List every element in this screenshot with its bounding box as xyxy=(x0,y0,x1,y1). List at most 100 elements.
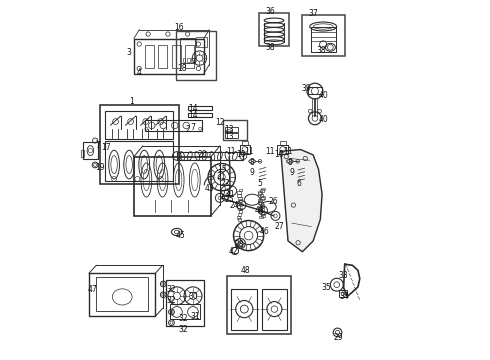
Bar xyxy=(239,189,242,192)
Bar xyxy=(260,194,263,197)
Text: 38: 38 xyxy=(316,46,326,55)
Bar xyxy=(100,105,179,184)
Text: 33: 33 xyxy=(339,270,348,279)
Bar xyxy=(237,191,241,194)
Bar xyxy=(237,202,241,205)
Bar xyxy=(258,199,262,202)
Bar xyxy=(280,140,286,145)
Text: 28: 28 xyxy=(235,240,245,249)
Bar xyxy=(231,289,257,330)
Bar xyxy=(158,45,167,68)
Bar xyxy=(258,201,261,203)
Bar xyxy=(227,276,291,334)
Bar xyxy=(238,219,242,221)
Bar xyxy=(187,58,190,62)
Text: 36: 36 xyxy=(265,7,275,16)
Bar xyxy=(302,15,345,56)
Text: 43: 43 xyxy=(204,184,214,193)
Bar xyxy=(261,196,265,199)
Text: 24: 24 xyxy=(229,201,239,210)
Bar xyxy=(261,204,265,207)
Bar xyxy=(258,193,261,195)
Text: 21: 21 xyxy=(217,172,226,181)
Bar xyxy=(225,134,238,138)
Bar xyxy=(262,289,287,330)
Text: 35: 35 xyxy=(322,283,332,292)
Bar xyxy=(311,27,337,51)
Text: 17: 17 xyxy=(101,143,111,152)
Bar xyxy=(134,39,204,74)
Text: 30: 30 xyxy=(188,292,198,301)
Text: 15: 15 xyxy=(217,165,226,174)
Text: 11: 11 xyxy=(226,147,235,156)
Bar xyxy=(261,206,264,208)
Bar xyxy=(258,209,261,212)
Bar xyxy=(223,120,247,140)
Text: 32: 32 xyxy=(178,325,188,334)
Text: 2: 2 xyxy=(185,125,190,134)
Text: 8: 8 xyxy=(250,158,254,167)
Bar xyxy=(170,304,200,319)
Bar xyxy=(259,13,289,45)
Bar xyxy=(89,273,155,316)
Text: 20: 20 xyxy=(197,150,207,159)
Text: 3: 3 xyxy=(126,48,131,57)
Text: 26: 26 xyxy=(269,197,278,206)
Bar xyxy=(259,207,263,210)
Bar xyxy=(186,45,195,68)
Bar xyxy=(81,149,84,157)
Bar xyxy=(237,194,241,197)
Bar xyxy=(259,211,262,213)
Bar xyxy=(180,39,195,63)
Bar xyxy=(196,37,207,47)
Bar xyxy=(96,277,148,311)
Text: 14: 14 xyxy=(188,104,198,113)
Bar xyxy=(239,210,243,213)
Text: 40: 40 xyxy=(319,114,329,123)
Bar xyxy=(308,87,322,94)
Bar xyxy=(261,214,265,217)
Text: 1: 1 xyxy=(130,96,134,105)
Text: 9: 9 xyxy=(289,168,294,177)
Bar xyxy=(259,202,263,205)
Text: 11: 11 xyxy=(283,147,293,156)
Text: 7: 7 xyxy=(191,123,196,132)
Text: 6: 6 xyxy=(296,179,301,188)
Bar xyxy=(261,188,265,190)
Text: 41: 41 xyxy=(226,190,236,199)
Text: 16: 16 xyxy=(174,23,183,32)
Text: 32: 32 xyxy=(167,285,176,294)
Bar xyxy=(188,113,212,117)
Text: 10: 10 xyxy=(237,150,246,159)
Bar xyxy=(177,152,243,159)
Text: 25: 25 xyxy=(224,195,234,204)
Bar xyxy=(145,121,202,131)
Bar xyxy=(183,58,186,62)
Bar xyxy=(238,208,242,210)
Bar xyxy=(225,127,238,132)
Text: 40: 40 xyxy=(319,91,329,100)
Bar xyxy=(237,205,241,208)
Text: 13: 13 xyxy=(224,132,234,141)
Bar xyxy=(188,106,212,110)
Bar xyxy=(105,141,173,181)
Text: 48: 48 xyxy=(240,266,250,275)
Polygon shape xyxy=(281,149,322,252)
Text: 38: 38 xyxy=(265,43,275,52)
Text: 32: 32 xyxy=(178,314,188,323)
Text: 22: 22 xyxy=(220,179,230,188)
Text: 8: 8 xyxy=(288,158,292,167)
Bar xyxy=(172,45,181,68)
Text: 32: 32 xyxy=(167,296,176,305)
Bar xyxy=(242,140,248,145)
Text: 44: 44 xyxy=(254,206,264,215)
Text: 13: 13 xyxy=(224,125,234,134)
Bar xyxy=(259,216,263,219)
Bar xyxy=(166,280,204,326)
Text: 12: 12 xyxy=(215,118,224,127)
Bar xyxy=(176,31,216,80)
Text: 34: 34 xyxy=(340,292,349,301)
Text: 29: 29 xyxy=(333,333,343,342)
Text: 10: 10 xyxy=(274,150,284,159)
Text: 4: 4 xyxy=(137,68,142,77)
